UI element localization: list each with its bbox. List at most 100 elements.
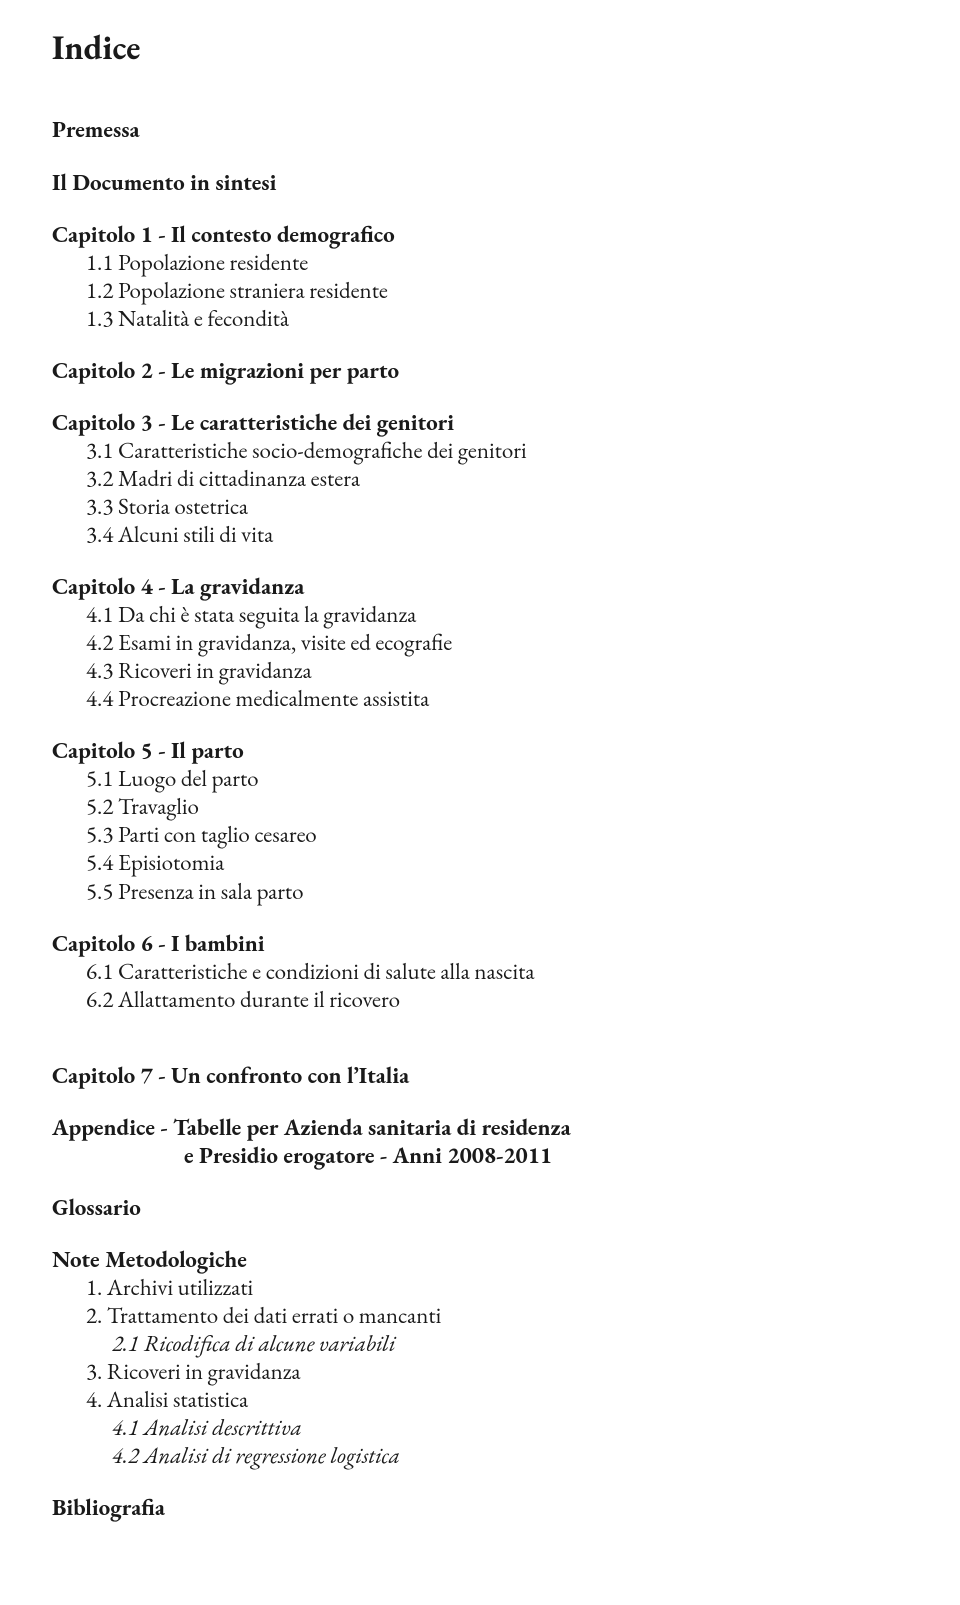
label-cap3-s3: 3.3 Storia ostetrica bbox=[52, 492, 952, 520]
label-cap5-s4: 5.4 Episiotomia bbox=[52, 848, 952, 876]
label-cap3: Capitolo 3 - Le caratteristiche dei geni… bbox=[52, 408, 952, 436]
label-premessa: Premessa bbox=[52, 115, 952, 143]
toc-entry-cap3-s4: 3.4 Alcuni stili di vita 35 bbox=[52, 520, 960, 548]
toc-title: Indice bbox=[52, 28, 960, 69]
toc-entry-note-s4-1: 4.1 Analisi descrittiva 239 bbox=[52, 1413, 960, 1441]
toc-entry-appendice-line1: Appendice - Tabelle per Azienda sanitari… bbox=[52, 1113, 960, 1141]
toc-entry-note: Note Metodologiche 231 bbox=[52, 1245, 960, 1273]
label-cap5-s1: 5.1 Luogo del parto bbox=[52, 764, 952, 792]
page-cap1-s1: 17 bbox=[952, 248, 960, 276]
page-cap1-s2: 17 bbox=[952, 276, 960, 304]
page-cap3-s1: 33 bbox=[952, 436, 960, 464]
label-appendice-line2: e Presidio erogatore - Anni 2008-2011 bbox=[52, 1141, 952, 1169]
toc-entry-cap6: Capitolo 6 - I bambini 167 bbox=[52, 929, 960, 957]
label-sintesi: Il Documento in sintesi bbox=[52, 168, 952, 196]
label-note-s1: 1. Archivi utilizzati bbox=[52, 1273, 952, 1301]
label-cap2: Capitolo 2 - Le migrazioni per parto bbox=[52, 356, 952, 384]
label-cap6-s2: 6.2 Allattamento durante il ricovero bbox=[52, 985, 952, 1013]
page-cap5-s1: 137 bbox=[952, 764, 960, 792]
toc-entry-cap1-s3: 1.3 Natalità e fecondità 18 bbox=[52, 304, 960, 332]
page-cap4-s2: 70 bbox=[952, 628, 960, 656]
page-note-s4: 239 bbox=[952, 1385, 960, 1413]
label-biblio: Bibliografia bbox=[52, 1493, 952, 1521]
page-note: 231 bbox=[952, 1245, 960, 1273]
page-cap2: 27 bbox=[952, 356, 960, 384]
toc-entry-cap4-s2: 4.2 Esami in gravidanza, visite ed ecogr… bbox=[52, 628, 960, 656]
label-cap4-s4: 4.4 Procreazione medicalmente assistita bbox=[52, 684, 952, 712]
label-note: Note Metodologiche bbox=[52, 1245, 952, 1273]
page-cap3-s4: 35 bbox=[952, 520, 960, 548]
label-cap3-s1: 3.1 Caratteristiche socio-demografiche d… bbox=[52, 436, 952, 464]
toc-entry-cap5-s1: 5.1 Luogo del parto 137 bbox=[52, 764, 960, 792]
toc-entry-note-s2: 2. Trattamento dei dati errati o mancant… bbox=[52, 1301, 960, 1329]
toc-entry-cap5-s4: 5.4 Episiotomia 140 bbox=[52, 848, 960, 876]
page-cap4-s3: 74 bbox=[952, 656, 960, 684]
toc-entry-cap5-s5: 5.5 Presenza in sala parto 141 bbox=[52, 877, 960, 905]
page-cap5-s4: 140 bbox=[952, 848, 960, 876]
label-note-s4-1: 4.1 Analisi descrittiva bbox=[52, 1413, 952, 1441]
toc-entry-cap4-s4: 4.4 Procreazione medicalmente assistita … bbox=[52, 684, 960, 712]
page-note-s4-1: 239 bbox=[952, 1413, 960, 1441]
page-cap5-s3: 138 bbox=[952, 820, 960, 848]
label-cap5-s5: 5.5 Presenza in sala parto bbox=[52, 877, 952, 905]
toc-entry-cap7: Capitolo 7 - Un confronto con l’Italia 1… bbox=[52, 1061, 960, 1089]
label-cap5-s3: 5.3 Parti con taglio cesareo bbox=[52, 820, 952, 848]
label-cap1-s1: 1.1 Popolazione residente bbox=[52, 248, 952, 276]
toc-entry-cap2: Capitolo 2 - Le migrazioni per parto 27 bbox=[52, 356, 960, 384]
toc-entry-appendice-line2: e Presidio erogatore - Anni 2008-2011 19… bbox=[52, 1141, 960, 1169]
toc-entry-note-s1: 1. Archivi utilizzati 233 bbox=[52, 1273, 960, 1301]
page-cap4: 67 bbox=[952, 572, 960, 600]
page-cap1-s3: 18 bbox=[952, 304, 960, 332]
page-cap3-s3: 35 bbox=[952, 492, 960, 520]
toc-entry-cap6-s1: 6.1 Caratteristiche e condizioni di salu… bbox=[52, 957, 960, 985]
page-cap6: 167 bbox=[952, 929, 960, 957]
toc-entry-cap1-s2: 1.2 Popolazione straniera residente 17 bbox=[52, 276, 960, 304]
toc-entry-sintesi: Il Documento in sintesi 11 bbox=[52, 168, 960, 196]
label-appendice-line1: Appendice - Tabelle per Azienda sanitari… bbox=[52, 1113, 952, 1141]
label-cap7: Capitolo 7 - Un confronto con l’Italia bbox=[52, 1061, 952, 1089]
page-note-s4-2: 239 bbox=[952, 1441, 960, 1469]
label-cap1-s2: 1.2 Popolazione straniera residente bbox=[52, 276, 952, 304]
toc-entry-premessa: Premessa pag. 9 bbox=[52, 115, 960, 143]
toc-entry-cap4-s1: 4.1 Da chi è stata seguita la gravidanza… bbox=[52, 600, 960, 628]
label-cap5-s2: 5.2 Travaglio bbox=[52, 792, 952, 820]
page-cap5-s5: 141 bbox=[952, 877, 960, 905]
toc-entry-cap1-s1: 1.1 Popolazione residente 17 bbox=[52, 248, 960, 276]
page-cap3: 31 bbox=[952, 408, 960, 436]
page-cap4-s1: 69 bbox=[952, 600, 960, 628]
page-appendice: 193 bbox=[952, 1141, 960, 1169]
label-note-s2: 2. Trattamento dei dati errati o mancant… bbox=[52, 1301, 952, 1329]
label-cap6: Capitolo 6 - I bambini bbox=[52, 929, 952, 957]
page-cap7: 187 bbox=[952, 1061, 960, 1089]
toc-entry-cap3: Capitolo 3 - Le caratteristiche dei geni… bbox=[52, 408, 960, 436]
toc-entry-note-s4-2: 4.2 Analisi di regressione logistica 239 bbox=[52, 1441, 960, 1469]
label-cap3-s4: 3.4 Alcuni stili di vita bbox=[52, 520, 952, 548]
label-cap4-s3: 4.3 Ricoveri in gravidanza bbox=[52, 656, 952, 684]
toc-entry-cap3-s1: 3.1 Caratteristiche socio-demografiche d… bbox=[52, 436, 960, 464]
page-cap5: 135 bbox=[952, 736, 960, 764]
label-cap1-s3: 1.3 Natalità e fecondità bbox=[52, 304, 952, 332]
page-cap3-s2: 34 bbox=[952, 464, 960, 492]
toc-entry-cap3-s2: 3.2 Madri di cittadinanza estera 34 bbox=[52, 464, 960, 492]
toc-entry-cap1: Capitolo 1 - Il contesto demografico 15 bbox=[52, 220, 960, 248]
label-note-s2-1: 2.1 Ricodifica di alcune variabili bbox=[52, 1329, 952, 1357]
toc-entry-cap4: Capitolo 4 - La gravidanza 67 bbox=[52, 572, 960, 600]
label-cap4: Capitolo 4 - La gravidanza bbox=[52, 572, 952, 600]
toc-entry-cap5-s2: 5.2 Travaglio 137 bbox=[52, 792, 960, 820]
toc-entry-note-s3: 3. Ricoveri in gravidanza 238 bbox=[52, 1357, 960, 1385]
label-cap6-s1: 6.1 Caratteristiche e condizioni di salu… bbox=[52, 957, 952, 985]
toc-entry-cap6-s2: 6.2 Allattamento durante il ricovero 171 bbox=[52, 985, 960, 1013]
page-biblio: 241 bbox=[952, 1493, 960, 1521]
label-note-s4: 4. Analisi statistica bbox=[52, 1385, 952, 1413]
page-cap4-s4: 74 bbox=[952, 684, 960, 712]
toc-entry-note-s4: 4. Analisi statistica 239 bbox=[52, 1385, 960, 1413]
label-note-s4-2: 4.2 Analisi di regressione logistica bbox=[52, 1441, 952, 1469]
label-cap4-s1: 4.1 Da chi è stata seguita la gravidanza bbox=[52, 600, 952, 628]
toc-entry-biblio: Bibliografia 241 bbox=[52, 1493, 960, 1521]
label-glossario: Glossario bbox=[52, 1193, 952, 1221]
page-cap6-s1: 169 bbox=[952, 957, 960, 985]
label-cap5: Capitolo 5 - Il parto bbox=[52, 736, 952, 764]
page-note-s2-1: 235 bbox=[952, 1329, 960, 1357]
toc-entry-cap4-s3: 4.3 Ricoveri in gravidanza 74 bbox=[52, 656, 960, 684]
toc-entry-cap3-s3: 3.3 Storia ostetrica 35 bbox=[52, 492, 960, 520]
